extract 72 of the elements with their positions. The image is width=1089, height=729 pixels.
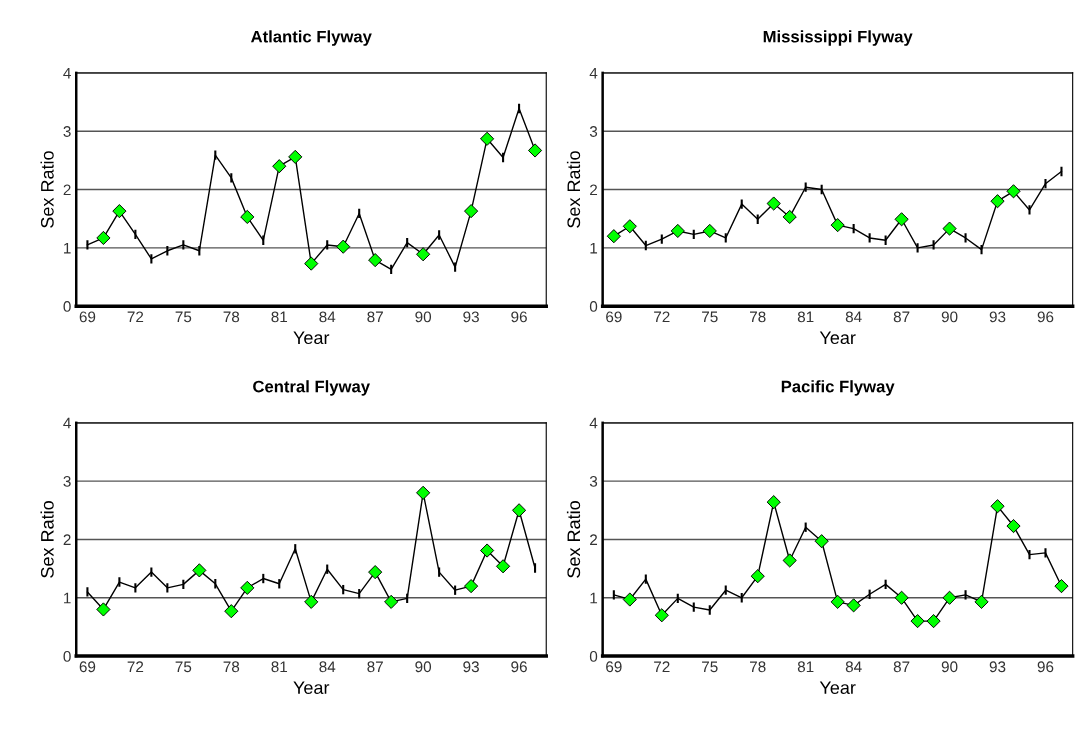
y-tick-label: 0	[63, 301, 71, 312]
x-tick-label: 87	[893, 311, 910, 323]
x-tick-label: 81	[797, 311, 814, 323]
x-axis-title: Year	[293, 681, 330, 695]
y-tick-label: 1	[590, 592, 598, 604]
x-tick-label: 75	[175, 311, 192, 323]
x-tick-label: 81	[271, 661, 288, 673]
x-tick-label: 96	[511, 661, 527, 673]
x-tick-label: 93	[463, 311, 479, 323]
y-tick-label: 0	[589, 301, 598, 312]
y-tick-label: 4	[589, 67, 598, 79]
y-axis-title: Sex Ratio	[566, 151, 581, 228]
x-tick-label: 96	[1037, 661, 1054, 673]
chart-title: Pacific Flyway	[781, 380, 895, 396]
x-tick-label: 90	[415, 311, 432, 323]
x-tick-label: 84	[845, 311, 862, 323]
y-tick-label: 4	[63, 67, 71, 79]
x-tick-label: 78	[223, 661, 240, 673]
x-tick-label: 90	[415, 661, 432, 673]
y-tick-label: 0	[589, 650, 598, 662]
y-tick-label: 1	[64, 242, 71, 254]
x-tick-label: 93	[989, 311, 1006, 323]
y-tick-label: 2	[63, 534, 71, 545]
x-axis-title: Year	[819, 331, 856, 345]
y-tick-label: 2	[590, 184, 598, 196]
x-tick-label: 90	[941, 311, 958, 323]
y-tick-label: 1	[64, 592, 71, 604]
y-tick-label: 2	[590, 534, 598, 545]
x-axis-title: Year	[819, 681, 856, 695]
x-tick-label: 78	[750, 311, 766, 323]
y-tick-label: 2	[63, 184, 71, 196]
x-tick-label: 84	[319, 661, 336, 673]
y-tick-label: 3	[63, 126, 71, 137]
x-tick-label: 75	[175, 661, 192, 673]
x-tick-label: 87	[367, 311, 383, 323]
x-tick-label: 72	[127, 311, 144, 323]
chart-title: Mississippi Flyway	[763, 30, 913, 46]
x-tick-label: 72	[127, 661, 144, 673]
x-tick-label: 93	[463, 661, 479, 673]
x-tick-label: 81	[271, 311, 288, 323]
x-tick-label: 96	[1037, 311, 1054, 323]
x-tick-label: 81	[797, 661, 814, 673]
x-tick-label: 69	[606, 661, 622, 673]
x-tick-label: 78	[223, 311, 240, 323]
chart-title: Atlantic Flyway	[250, 30, 372, 46]
x-tick-label: 72	[654, 311, 670, 323]
x-tick-label: 69	[79, 661, 96, 673]
y-tick-label: 4	[589, 417, 598, 429]
x-tick-label: 96	[511, 311, 527, 323]
y-tick-label: 4	[63, 417, 71, 429]
y-tick-label: 1	[590, 242, 598, 254]
x-tick-label: 84	[319, 311, 336, 323]
y-tick-label: 3	[589, 126, 598, 137]
x-tick-label: 69	[606, 311, 622, 323]
x-tick-label: 72	[654, 661, 670, 673]
y-tick-label: 0	[63, 650, 71, 662]
x-tick-label: 69	[79, 311, 96, 323]
y-axis-title: Sex Ratio	[566, 501, 581, 578]
x-tick-label: 75	[702, 311, 718, 323]
x-tick-label: 90	[941, 661, 958, 673]
x-axis-title: Year	[293, 331, 330, 345]
x-tick-label: 93	[989, 661, 1006, 673]
chart-title: Central Flyway	[253, 380, 370, 396]
x-tick-label: 87	[893, 661, 910, 673]
y-axis-title: Sex Ratio	[40, 151, 54, 228]
x-tick-label: 78	[750, 661, 766, 673]
y-axis-title: Sex Ratio	[40, 501, 54, 578]
y-tick-label: 3	[589, 476, 598, 487]
x-tick-label: 75	[702, 661, 718, 673]
y-tick-label: 3	[63, 476, 71, 487]
x-tick-label: 84	[845, 661, 862, 673]
x-tick-label: 87	[367, 661, 383, 673]
